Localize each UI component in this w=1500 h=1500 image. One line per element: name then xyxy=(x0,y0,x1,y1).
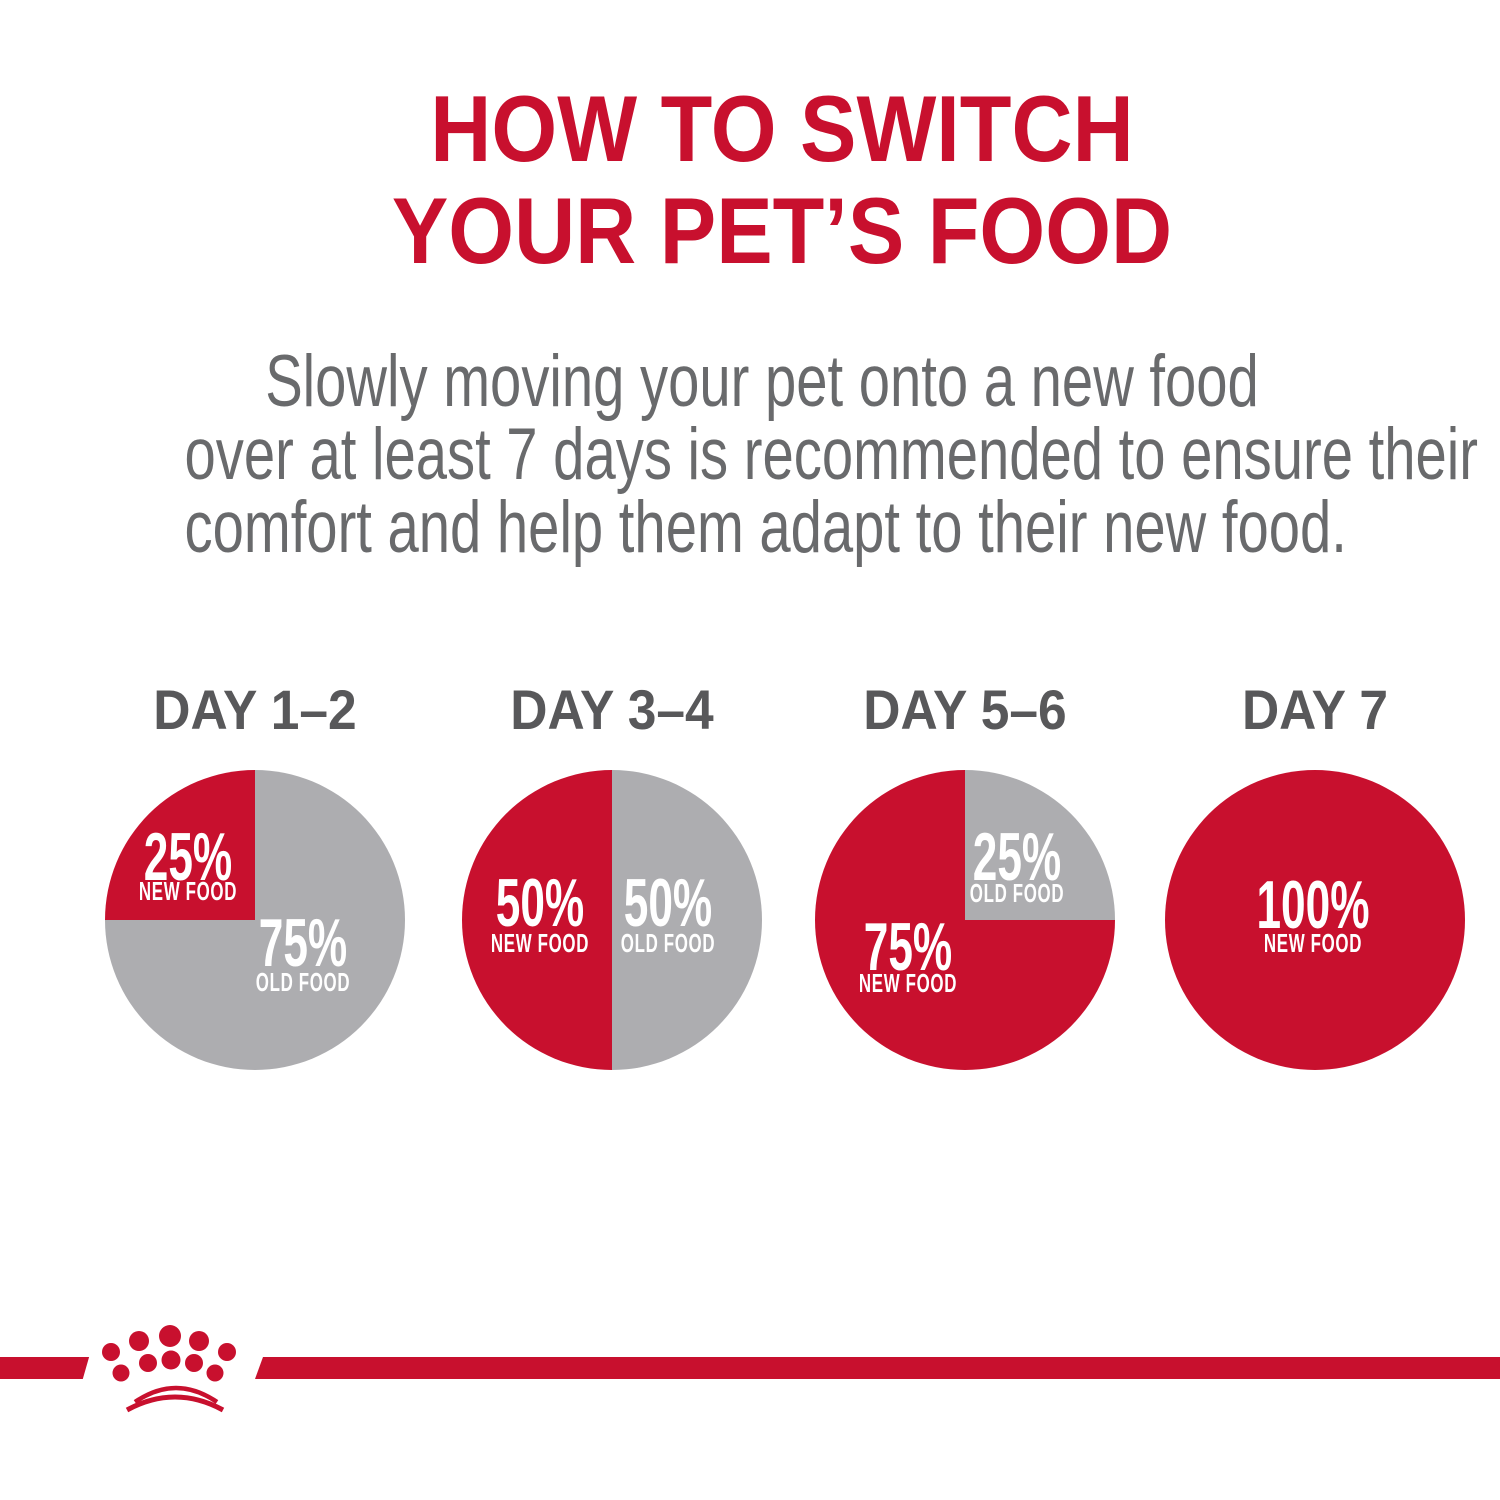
subtitle-line-2: over at least 7 days is recommended to e… xyxy=(184,414,1478,495)
label-old-food: OLD FOOD xyxy=(969,878,1065,908)
pct-new-food: 75% xyxy=(863,909,953,985)
brand-band-right-segment xyxy=(255,1357,1500,1379)
day-7-heading: DAY 7 xyxy=(1241,678,1389,741)
day-5-6-heading: DAY 5–6 xyxy=(863,678,1067,741)
label-new-food: NEW FOOD xyxy=(858,968,958,998)
subtitle-line-1: Slowly moving your pet onto a new food xyxy=(265,341,1259,422)
page-subtitle: Slowly moving your pet onto a new food o… xyxy=(184,341,1478,568)
pct-old-food: 75% xyxy=(258,905,348,981)
page-title: HOW TO SWITCH YOUR PET’S FOOD xyxy=(107,78,1457,282)
pct-new-food: 100% xyxy=(1256,867,1370,943)
subtitle-line-3: comfort and help them adapt to their new… xyxy=(184,487,1347,568)
royal-canin-crown-icon xyxy=(102,1325,236,1413)
label-new-food: NEW FOOD xyxy=(1263,928,1363,958)
title-line-1: HOW TO SWITCH xyxy=(430,76,1134,181)
pct-old-food: 50% xyxy=(623,865,713,941)
pct-old-food: 25% xyxy=(972,819,1062,895)
label-old-food: OLD FOOD xyxy=(620,928,716,958)
title-line-2: YOUR PET’S FOOD xyxy=(391,178,1173,283)
pct-new-food: 50% xyxy=(495,865,585,941)
pie-chart-day-5-6: 25% OLD FOOD 75% NEW FOOD xyxy=(815,770,1115,1070)
day-3-4-heading: DAY 3–4 xyxy=(510,678,714,741)
pct-new-food: 25% xyxy=(143,819,233,895)
pie-chart-day-1-2: 25% NEW FOOD 75% OLD FOOD xyxy=(105,770,405,1070)
brand-band-left-segment xyxy=(0,1357,90,1379)
label-new-food: NEW FOOD xyxy=(490,928,590,958)
label-new-food: NEW FOOD xyxy=(138,876,238,906)
pie-chart-day-3-4: 50% NEW FOOD 50% OLD FOOD xyxy=(462,770,762,1070)
pie-chart-day-7: 100% NEW FOOD xyxy=(1165,770,1465,1070)
day-1-2-heading: DAY 1–2 xyxy=(153,678,357,741)
label-old-food: OLD FOOD xyxy=(255,967,351,997)
